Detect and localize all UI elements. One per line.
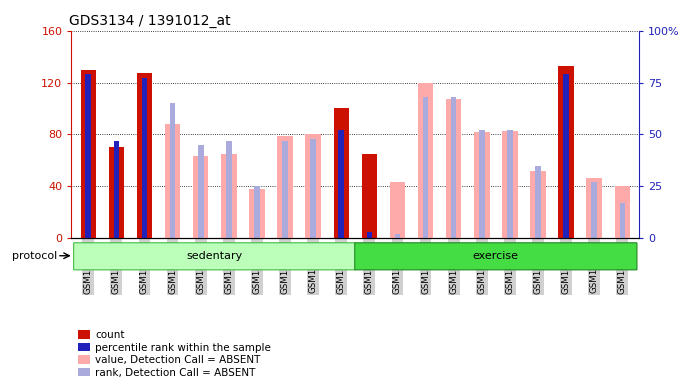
Bar — [615, 186, 630, 238]
FancyBboxPatch shape — [73, 243, 356, 270]
Bar — [446, 99, 462, 238]
Bar — [362, 154, 377, 238]
Text: exercise: exercise — [473, 251, 519, 261]
Bar — [277, 136, 293, 238]
Bar — [502, 131, 517, 238]
Bar — [114, 141, 119, 238]
Bar — [137, 73, 152, 238]
Bar — [479, 130, 485, 238]
Bar — [586, 179, 602, 238]
Bar — [249, 189, 265, 238]
Bar — [305, 134, 321, 238]
Bar — [418, 83, 433, 238]
Bar — [619, 203, 625, 238]
Bar — [507, 130, 513, 238]
FancyBboxPatch shape — [355, 243, 637, 270]
Bar — [563, 74, 569, 238]
Bar — [141, 78, 148, 238]
Bar — [535, 166, 541, 238]
Text: GDS3134 / 1391012_at: GDS3134 / 1391012_at — [69, 14, 231, 28]
Bar — [558, 66, 574, 238]
Bar — [221, 154, 237, 238]
Bar — [333, 108, 349, 238]
Bar — [254, 186, 260, 238]
Bar — [530, 170, 546, 238]
Text: sedentary: sedentary — [186, 251, 243, 261]
Bar — [367, 232, 372, 238]
Legend: count, percentile rank within the sample, value, Detection Call = ABSENT, rank, : count, percentile rank within the sample… — [77, 329, 272, 379]
Bar — [394, 234, 401, 238]
Bar — [390, 182, 405, 238]
Bar — [109, 147, 124, 238]
Bar — [282, 141, 288, 238]
Bar — [310, 139, 316, 238]
Bar — [198, 145, 203, 238]
Bar — [451, 97, 456, 238]
Bar — [193, 156, 209, 238]
Bar — [226, 141, 232, 238]
Bar — [86, 74, 91, 238]
Bar — [423, 97, 428, 238]
Bar — [165, 124, 180, 238]
Bar — [170, 103, 175, 238]
Bar — [474, 132, 490, 238]
Bar — [592, 182, 597, 238]
Bar — [339, 130, 344, 238]
Text: protocol: protocol — [12, 251, 61, 261]
Bar — [80, 70, 96, 238]
